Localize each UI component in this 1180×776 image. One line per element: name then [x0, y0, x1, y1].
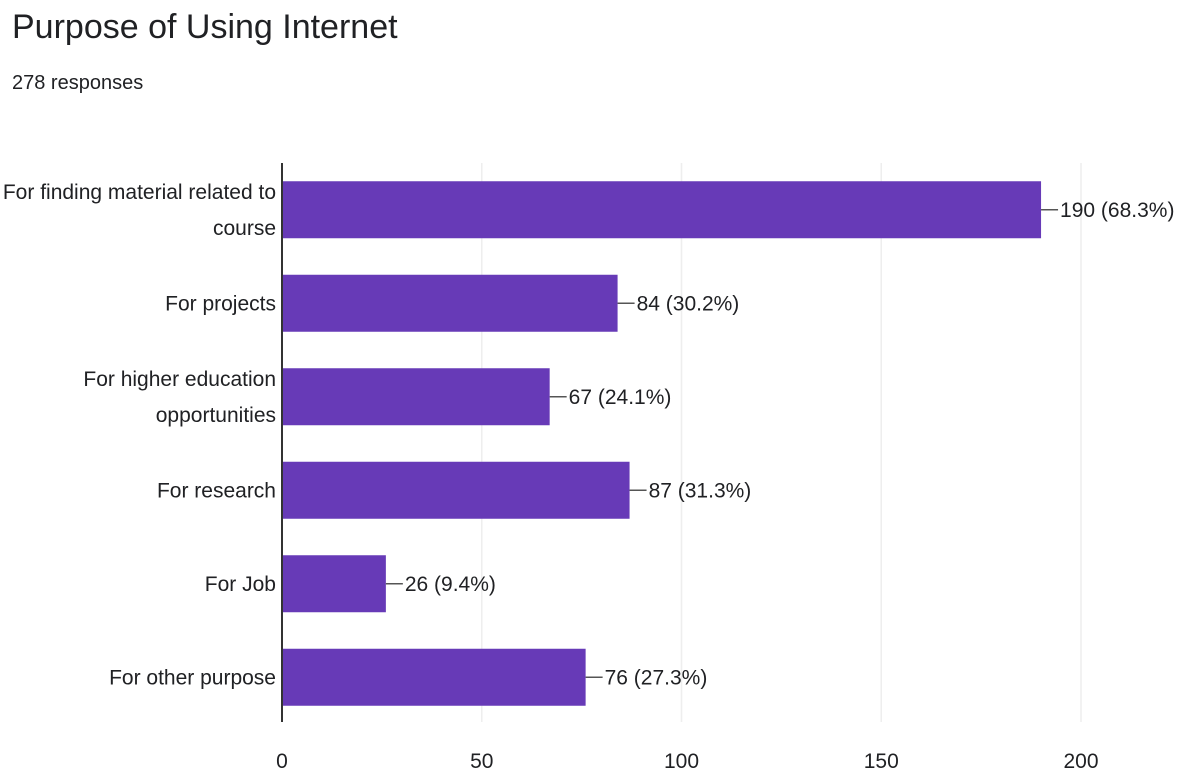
data-label: 87 (31.3%) [649, 479, 752, 502]
category-label: For other purpose [109, 666, 276, 689]
x-tick-label: 0 [276, 750, 288, 773]
bar [282, 274, 618, 332]
bar [282, 181, 1042, 239]
x-tick-label: 50 [470, 750, 493, 773]
x-tick-label: 100 [664, 750, 699, 773]
category-label: For finding material related to course [3, 181, 276, 240]
category-label: For higher education opportunities [83, 368, 276, 427]
bar [282, 648, 586, 706]
response-count: 278 responses [12, 72, 144, 94]
bar [282, 555, 386, 613]
bar [282, 368, 550, 426]
category-label: For research [157, 479, 276, 502]
x-tick-label: 150 [864, 750, 899, 773]
data-label: 26 (9.4%) [405, 573, 496, 596]
data-label: 84 (30.2%) [637, 292, 740, 315]
bar [282, 461, 630, 519]
category-label: For projects [165, 292, 276, 315]
x-tick-label: 200 [1063, 750, 1098, 773]
category-label: For Job [205, 573, 276, 596]
data-label: 76 (27.3%) [605, 666, 708, 689]
data-label: 190 (68.3%) [1060, 199, 1174, 222]
chart-title: Purpose of Using Internet [12, 8, 398, 46]
data-label: 67 (24.1%) [569, 386, 672, 409]
